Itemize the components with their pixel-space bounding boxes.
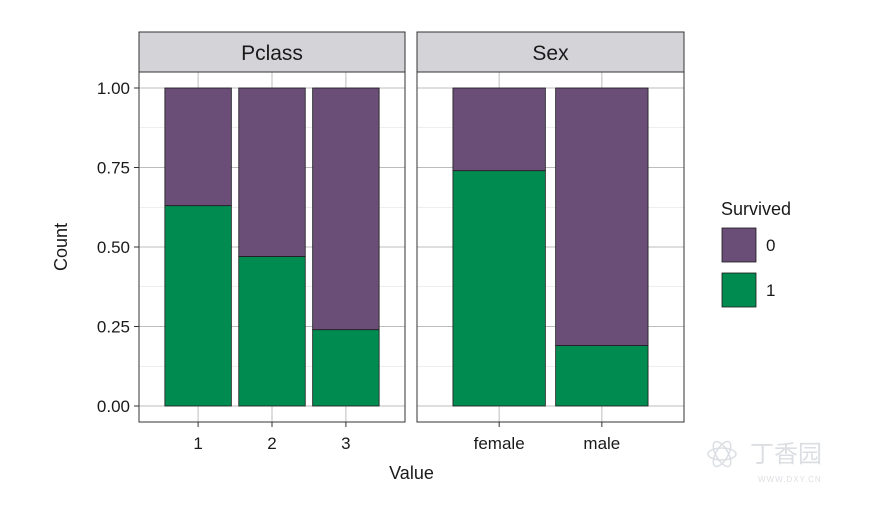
bar-segment-1-survived-0 (164, 87, 232, 207)
bar-segment-1-survived-1 (164, 205, 232, 407)
bar-segment-female-survived-0 (452, 87, 546, 172)
x-axis-title: Value (389, 463, 434, 483)
x-tick-label: male (583, 434, 620, 453)
panel-title: Pclass (241, 42, 303, 65)
legend: Survived 0 1 (721, 199, 791, 308)
y-tick-label: 1.00 (97, 79, 130, 98)
panel-border (416, 71, 685, 423)
x-tick-label: 1 (193, 434, 202, 453)
bar-segment-2-survived-1 (238, 256, 306, 407)
y-tick-label: 0.00 (97, 397, 130, 416)
bar-segment-3-survived-1 (312, 329, 380, 407)
panel-strip (416, 31, 685, 73)
legend-label-0: 0 (766, 236, 775, 255)
y-tick-label: 0.50 (97, 238, 130, 257)
panel-title: Sex (532, 42, 569, 65)
panel-pclass: Pclass 1 2 3 (138, 31, 406, 453)
y-tick-label: 0.75 (97, 159, 130, 178)
bar-segment-male-survived-1 (555, 345, 649, 407)
legend-title: Survived (721, 199, 791, 219)
y-axis-title: Count (51, 223, 71, 271)
bar-segment-male-survived-0 (555, 87, 649, 346)
y-tick-label: 0.25 (97, 318, 130, 337)
panel-strip (138, 31, 406, 73)
bar-segment-female-survived-1 (452, 170, 546, 407)
legend-swatch-1 (721, 272, 757, 308)
bar-segment-2-survived-0 (238, 87, 306, 257)
bar-segment-3-survived-0 (312, 87, 380, 331)
x-tick-label: 3 (341, 434, 350, 453)
panel-sex: Sex female male (416, 31, 685, 453)
x-tick-label: 2 (267, 434, 276, 453)
legend-label-1: 1 (766, 281, 775, 300)
legend-swatch-0 (721, 227, 757, 263)
x-tick-label: female (474, 434, 525, 453)
